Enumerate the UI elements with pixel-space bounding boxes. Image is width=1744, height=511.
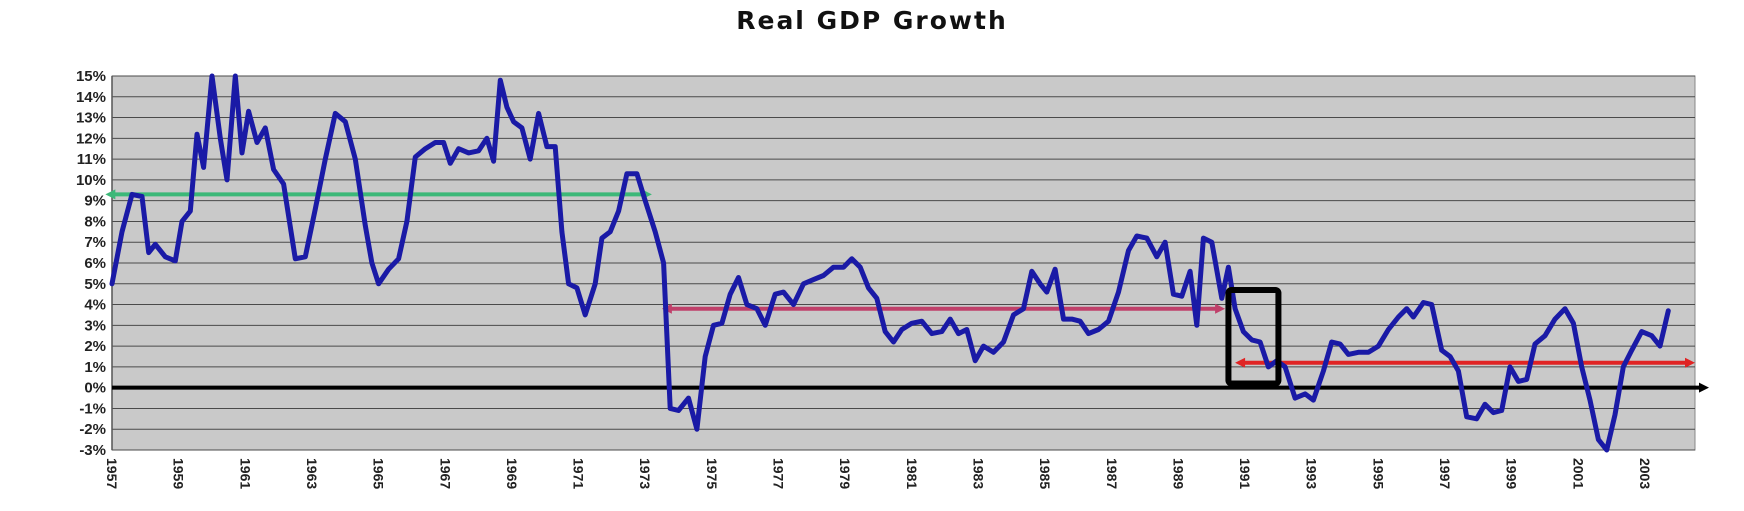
x-tick-label: 1961 <box>237 458 253 489</box>
highlight-box <box>1225 287 1282 387</box>
y-tick-label: -2% <box>79 421 106 438</box>
x-tick-label: 1999 <box>1504 458 1520 489</box>
x-tick-label: 1985 <box>1037 458 1053 489</box>
y-tick-label: 12% <box>76 130 106 147</box>
y-axis-ticks: 15% 14% 13% 12% 11% 10% 9% 8% 7% 6% 5% 4% 3% 2% 1% 0% -1… <box>76 68 106 459</box>
x-tick-label: 1975 <box>704 458 720 489</box>
x-tick-label: 1959 <box>171 458 187 489</box>
zero-line-arrowhead <box>1699 382 1709 393</box>
x-tick-label: 2003 <box>1637 458 1653 489</box>
arrow-head-left <box>1235 357 1246 368</box>
x-tick-label: 1977 <box>771 458 787 489</box>
x-tick-label: 1997 <box>1437 458 1453 489</box>
y-tick-label: 9% <box>84 193 106 210</box>
x-axis-ticks: 1957 1959 1961 1963 1965 1967 1969 1971 1973 1975… <box>104 458 1653 489</box>
y-tick-label: 14% <box>76 89 106 106</box>
x-tick-label: 2001 <box>1570 458 1586 489</box>
y-tick-label: 15% <box>76 68 106 85</box>
x-tick-label: 1963 <box>304 458 320 489</box>
y-tick-label: 8% <box>84 213 106 230</box>
x-tick-label: 1981 <box>904 458 920 489</box>
x-tick-label: 1995 <box>1370 458 1386 489</box>
y-tick-label: 11% <box>77 151 106 168</box>
y-tick-label: 7% <box>84 234 106 251</box>
series-layer <box>109 73 1671 453</box>
y-tick-label: 10% <box>76 172 106 189</box>
arrow-head-left <box>105 189 116 200</box>
y-tick-label: -1% <box>79 400 106 417</box>
x-tick-label: 1989 <box>1170 458 1186 489</box>
y-tick-label: 0% <box>84 380 106 397</box>
chart-title: Real GDP Growth <box>736 6 1008 35</box>
x-tick-label: 1969 <box>504 458 520 489</box>
x-tick-label: 1979 <box>837 458 853 489</box>
y-tick-label: -3% <box>79 442 106 459</box>
y-tick-label: 13% <box>76 110 106 127</box>
x-tick-label: 1971 <box>571 458 587 489</box>
x-tick-label: 1957 <box>104 458 120 489</box>
x-tick-label: 1973 <box>637 458 653 489</box>
y-tick-label: 3% <box>84 317 106 334</box>
arrow-head-right <box>1215 303 1226 314</box>
gdp-growth-line <box>109 73 1671 453</box>
arrow-head-right <box>1685 357 1695 368</box>
grid-lines <box>111 75 1695 451</box>
x-tick-label: 1967 <box>437 458 453 489</box>
x-tick-label: 1991 <box>1237 458 1253 489</box>
y-tick-label: 5% <box>84 276 106 293</box>
x-tick-label: 1983 <box>970 458 986 489</box>
x-tick-label: 1993 <box>1304 458 1320 489</box>
y-tick-label: 4% <box>84 297 106 314</box>
x-tick-label: 1965 <box>371 458 387 489</box>
y-tick-label: 6% <box>84 255 106 272</box>
y-tick-label: 1% <box>84 359 106 376</box>
x-tick-label: 1987 <box>1104 458 1120 489</box>
y-tick-label: 2% <box>84 338 106 355</box>
